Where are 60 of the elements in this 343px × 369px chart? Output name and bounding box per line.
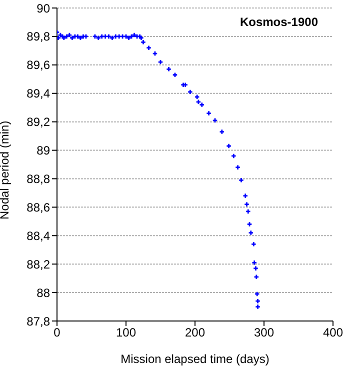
- y-tick-label: 88: [36, 286, 50, 300]
- point: [96, 36, 101, 40]
- point: [194, 94, 200, 100]
- point: [256, 304, 260, 309]
- point: [252, 260, 256, 265]
- point: [246, 209, 250, 214]
- point: [126, 36, 131, 40]
- point: [166, 67, 171, 72]
- point: [188, 90, 192, 94]
- x-axis-title: Mission elapsed time (days): [120, 352, 270, 366]
- point: [244, 202, 249, 206]
- y-tick-label: 88,2: [26, 257, 50, 272]
- point: [248, 230, 254, 235]
- point: [232, 154, 236, 158]
- y-axis-title: Nodal period (min): [0, 120, 12, 220]
- point: [236, 165, 240, 170]
- y-tick-label: 90: [36, 1, 50, 16]
- point: [172, 72, 178, 77]
- y-tick-label: 88,6: [26, 200, 50, 214]
- point: [146, 46, 151, 50]
- point: [247, 222, 252, 226]
- x-tick-label: 200: [184, 326, 206, 340]
- point: [206, 111, 211, 116]
- text: Kosmos-1900: [240, 15, 318, 29]
- point: [239, 178, 244, 182]
- point: [70, 36, 74, 40]
- point: [116, 34, 122, 39]
- y-tick-label: 89: [36, 144, 50, 158]
- point: [114, 34, 118, 39]
- point: [100, 34, 104, 39]
- y-tick-label: 89,4: [26, 86, 50, 101]
- x-tick-label: 100: [116, 326, 136, 340]
- point: [141, 40, 146, 44]
- point: [254, 266, 258, 270]
- x-tick-label: 0: [54, 326, 61, 340]
- point: [220, 130, 224, 134]
- point: [120, 34, 125, 39]
- x-tick-label: 300: [254, 326, 274, 340]
- y-tick-label: 87,8: [26, 314, 50, 328]
- point: [64, 34, 69, 39]
- y-tick-label: 89,2: [26, 115, 50, 130]
- point: [103, 34, 108, 39]
- y-tick-label: 88,8: [26, 172, 50, 186]
- point: [76, 34, 80, 39]
- y-tick-label: 89,8: [26, 30, 50, 44]
- point: [226, 144, 231, 148]
- y-tick-label: 89,6: [26, 58, 50, 72]
- point: [200, 102, 204, 107]
- point: [254, 274, 259, 280]
- point: [110, 36, 114, 40]
- point: [132, 32, 136, 38]
- point: [256, 298, 260, 304]
- point: [92, 34, 98, 39]
- point: [106, 34, 111, 39]
- x-tick-label: 400: [322, 326, 343, 340]
- point: [243, 194, 248, 198]
- point: [252, 242, 256, 246]
- y-tick-label: 88,4: [26, 228, 50, 243]
- point: [196, 100, 201, 104]
- point: [57, 36, 60, 40]
